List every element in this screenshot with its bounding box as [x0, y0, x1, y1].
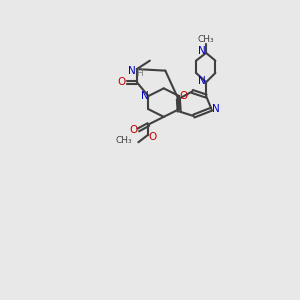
Text: O: O — [117, 77, 125, 87]
Text: N: N — [128, 66, 136, 76]
Text: N: N — [141, 91, 148, 101]
Text: O: O — [130, 125, 138, 135]
Text: O: O — [179, 91, 187, 101]
Text: H: H — [136, 69, 143, 78]
Text: N: N — [198, 76, 206, 86]
Text: O: O — [148, 132, 156, 142]
Text: CH₃: CH₃ — [116, 136, 132, 145]
Text: N: N — [212, 104, 220, 114]
Text: CH₃: CH₃ — [198, 35, 214, 44]
Text: N: N — [198, 46, 206, 56]
